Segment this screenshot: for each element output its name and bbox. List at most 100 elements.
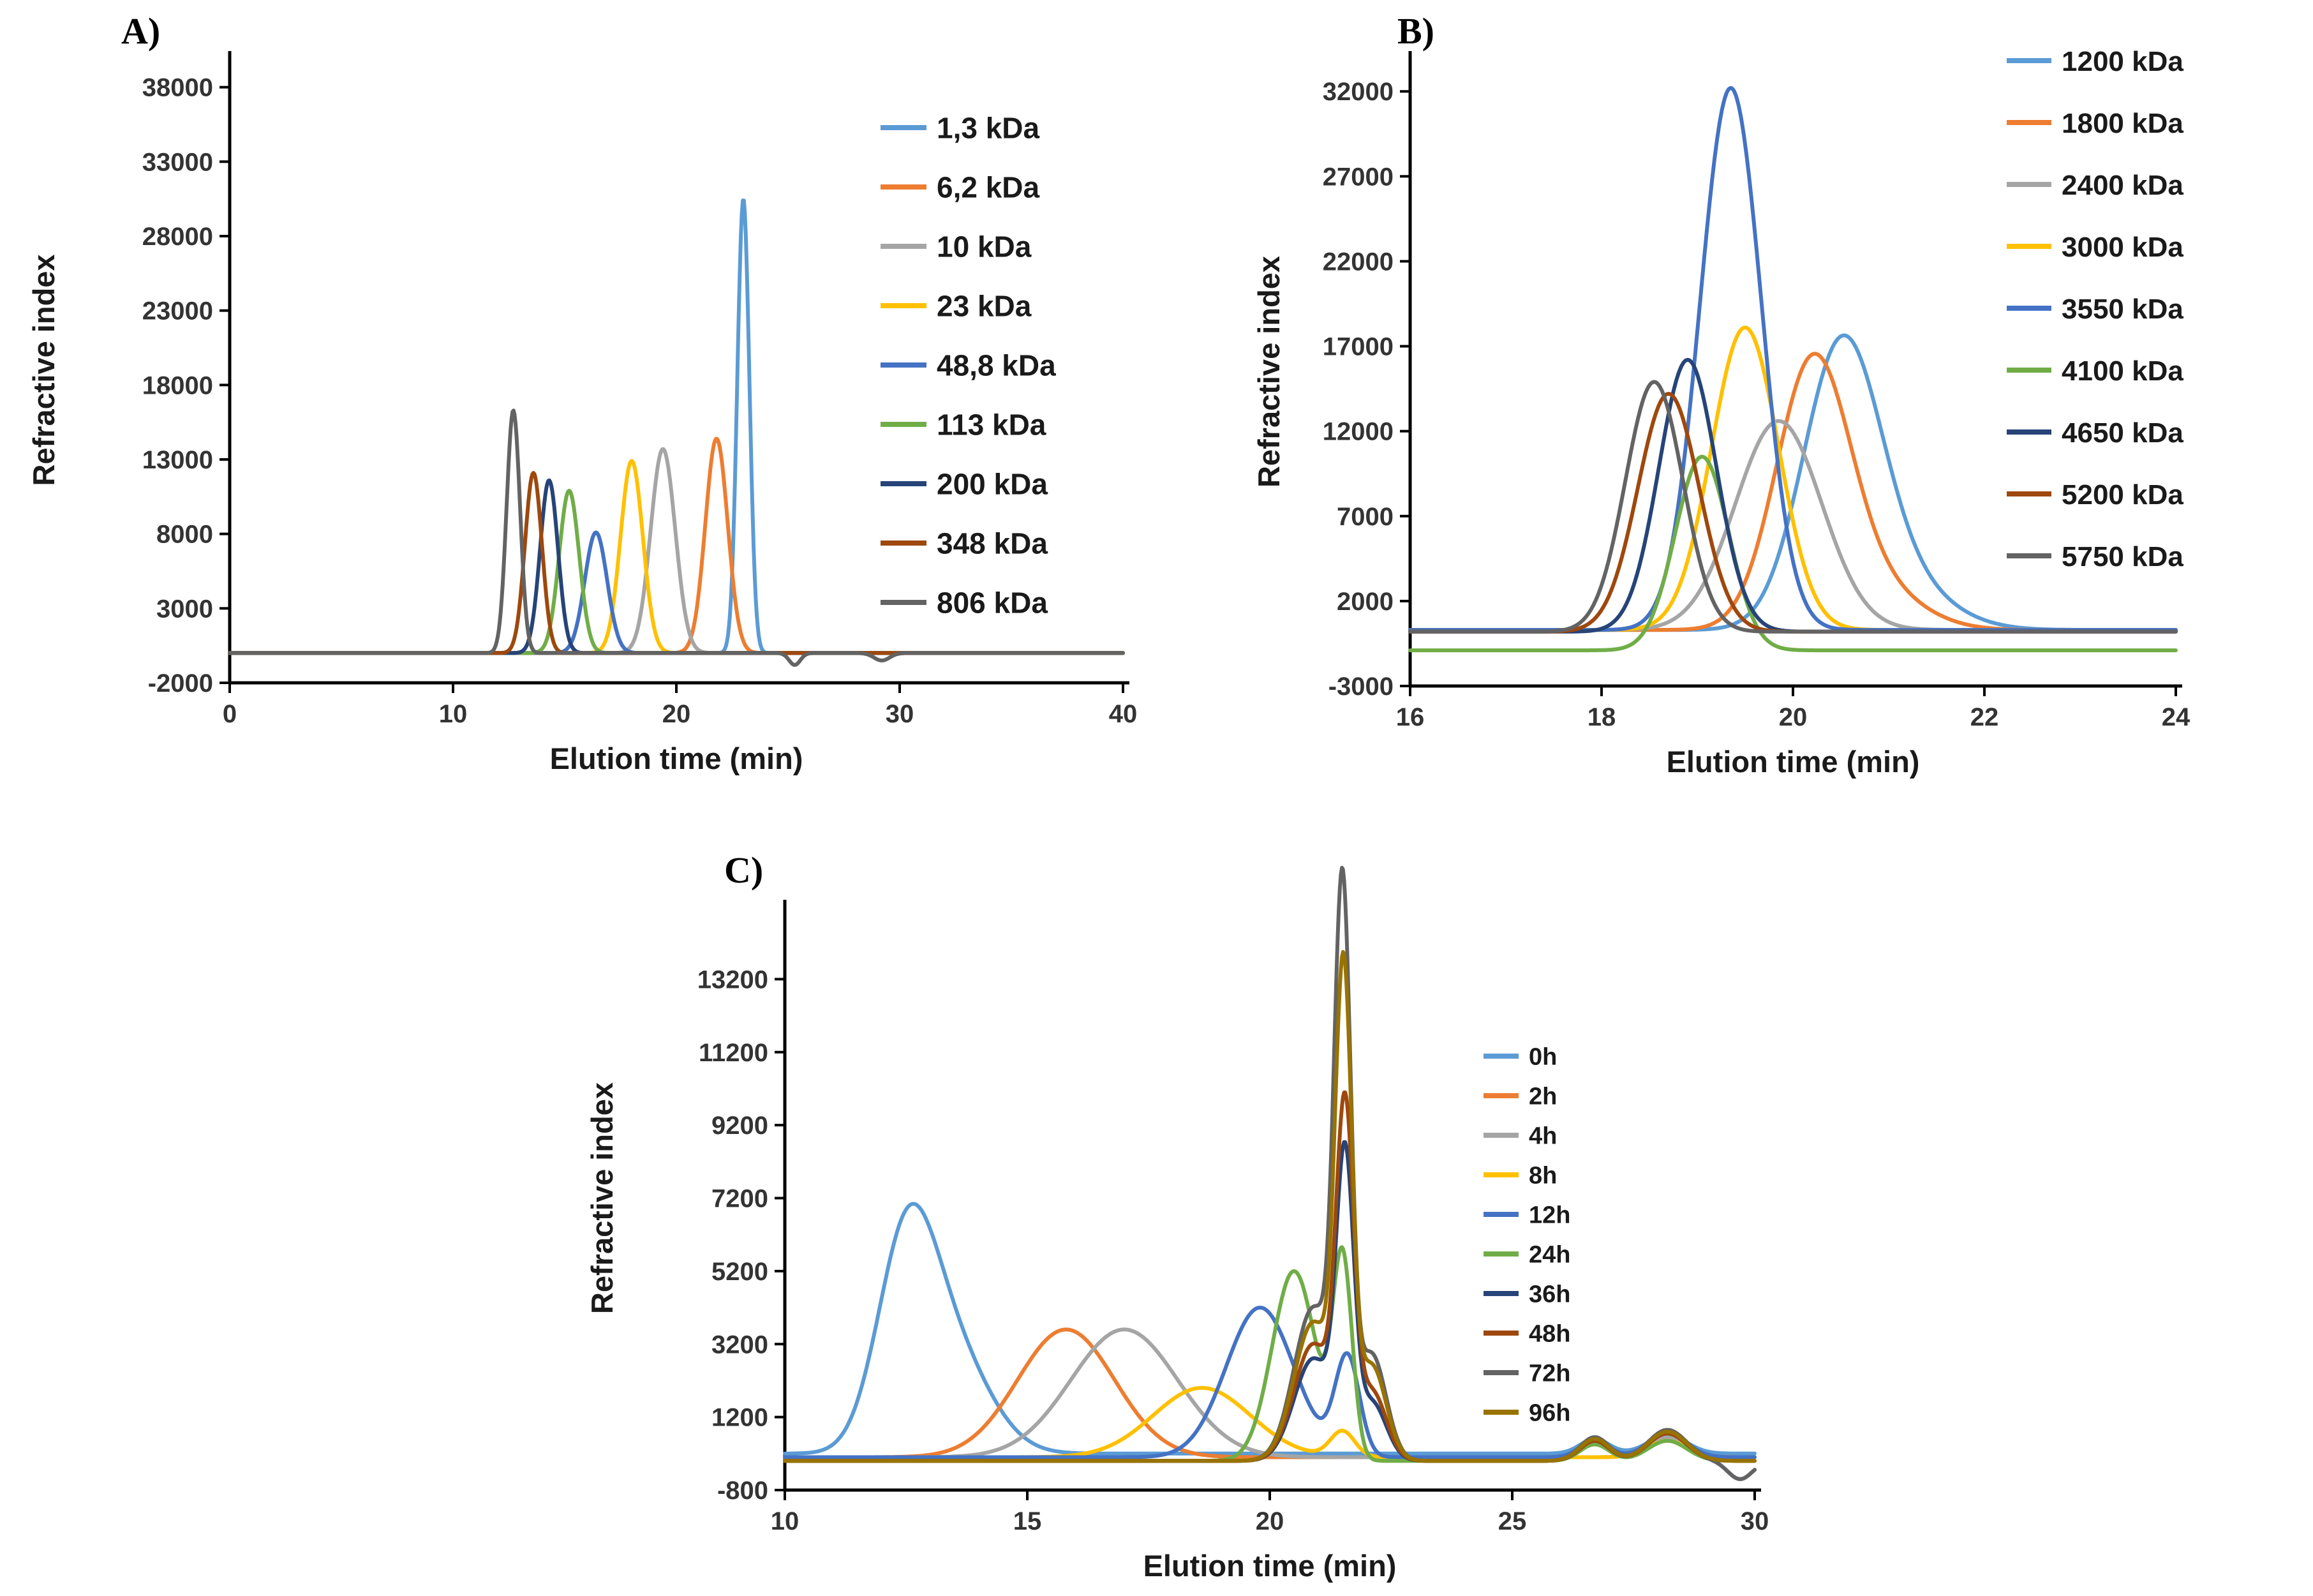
legend-item: 48h — [1484, 1321, 1570, 1348]
legend-label: 200 kDa — [937, 468, 1048, 501]
legend: 1200 kDa 1800 kDa 2400 kDa 3000 kDa 3550 kDa… — [2007, 46, 2183, 572]
y-tick-label: 7200 — [711, 1185, 768, 1213]
y-tick-label: 18000 — [142, 371, 213, 399]
series-line-1800-kda — [1408, 352, 2178, 632]
x-tick-label: 22 — [1970, 703, 1999, 731]
legend-item: 36h — [1484, 1281, 1570, 1308]
chart-b-plot: 32000 27000 22000 17000 12000 7000 2000 -300016… — [1252, 46, 2190, 779]
y-tick-label: 22000 — [1323, 248, 1394, 276]
x-tick-label: 30 — [886, 700, 914, 728]
legend-label: 72h — [1529, 1361, 1570, 1387]
legend-label: 5200 kDa — [2062, 479, 2183, 511]
legend-label: 4100 kDa — [2062, 355, 2183, 387]
series-line-0h — [783, 1202, 1757, 1456]
y-tick-label: 28000 — [142, 223, 213, 251]
panel-label-a: A) — [121, 10, 161, 52]
legend-item: 4h — [1484, 1123, 1557, 1150]
legend-item: 23 kDa — [881, 290, 1032, 323]
x-tick-label: 18 — [1588, 703, 1616, 731]
x-tick-label: 30 — [1741, 1507, 1769, 1535]
legend: 0h 2h 4h 8h 12h 24h 36h 48h 72h 96h — [1484, 1044, 1570, 1427]
legend-item: 1800 kDa — [2007, 108, 2183, 139]
y-tick-label: 27000 — [1323, 163, 1394, 191]
y-axis-title: Refractive index — [585, 1082, 619, 1314]
legend-item: 8h — [1484, 1163, 1557, 1190]
x-tick-label: 40 — [1109, 700, 1138, 728]
legend-label: 1,3 kDa — [937, 112, 1040, 145]
series-line-12h — [783, 1306, 1757, 1459]
series-group — [228, 198, 1125, 667]
y-tick-label: 38000 — [142, 74, 213, 102]
series-line-3000-kda — [1408, 325, 2178, 632]
x-tick-label: 20 — [662, 700, 691, 728]
legend-label: 1800 kDa — [2062, 108, 2183, 139]
y-tick-label: 13000 — [142, 446, 213, 474]
series-line-36h — [783, 1140, 1757, 1481]
legend-item: 113 kDa — [881, 408, 1046, 442]
series-line-200-kda — [228, 478, 1125, 655]
legend-item: 72h — [1484, 1361, 1570, 1387]
series-line-1200-kda — [1408, 333, 2178, 632]
legend-item: 4100 kDa — [2007, 355, 2183, 387]
legend-label: 2400 kDa — [2062, 170, 2183, 201]
legend-item: 1200 kDa — [2007, 46, 2183, 77]
series-line-3550-kda — [1408, 86, 2178, 632]
panel-label-b: B) — [1397, 10, 1434, 52]
y-tick-label: 3000 — [156, 595, 213, 623]
legend-label: 48,8 kDa — [937, 349, 1056, 382]
legend-item: 806 kDa — [881, 586, 1048, 620]
legend-label: 4h — [1529, 1123, 1557, 1150]
y-tick-label: 7000 — [1337, 503, 1394, 531]
x-axis-title: Elution time (min) — [1667, 745, 1920, 779]
legend-label: 36h — [1529, 1281, 1570, 1308]
chart-a-plot: 38000 33000 28000 23000 18000 13000 8000 3000 -2… — [27, 51, 1138, 775]
y-axis-title: Refractive index — [1252, 256, 1286, 488]
legend-label: 5750 kDa — [2062, 541, 2183, 572]
x-tick-label: 10 — [771, 1507, 800, 1535]
legend: 1,3 kDa 6,2 kDa 10 kDa 23 kDa 48,8 kDa 113 kD… — [881, 112, 1056, 620]
series-group — [1408, 86, 2178, 653]
y-tick-label: 8000 — [156, 521, 213, 549]
legend-item: 5200 kDa — [2007, 479, 2183, 511]
legend-label: 348 kDa — [937, 527, 1048, 560]
y-tick-label: 17000 — [1323, 333, 1394, 361]
x-axis-title: Elution time (min) — [1143, 1549, 1397, 1583]
legend-item: 6,2 kDa — [881, 171, 1040, 204]
y-tick-label: 11200 — [699, 1039, 768, 1067]
legend-label: 0h — [1529, 1044, 1557, 1071]
legend-item: 96h — [1484, 1400, 1570, 1427]
chart-panel-a: A) 38000 33000 28000 23000 18000 13000 8000 300… — [19, 10, 1161, 804]
legend-item: 3550 kDa — [2007, 294, 2183, 325]
legend-label: 113 kDa — [937, 408, 1046, 442]
series-line-4100-kda — [1408, 454, 2178, 653]
legend-label: 3550 kDa — [2062, 294, 2183, 325]
legend-label: 806 kDa — [937, 586, 1048, 620]
x-tick-label: 20 — [1256, 1507, 1284, 1535]
y-tick-label: 32000 — [1323, 78, 1394, 106]
legend-item: 1,3 kDa — [881, 112, 1040, 145]
legend-label: 12h — [1529, 1202, 1570, 1229]
legend-item: 24h — [1484, 1242, 1570, 1269]
legend-label: 1200 kDa — [2062, 46, 2183, 77]
legend-item: 4650 kDa — [2007, 417, 2183, 449]
y-tick-label: -2000 — [148, 669, 213, 697]
legend-item: 3000 kDa — [2007, 232, 2183, 263]
series-line-806-kda — [228, 408, 1125, 667]
legend-item: 0h — [1484, 1044, 1557, 1071]
x-tick-label: 0 — [223, 700, 237, 728]
x-axis-title: Elution time (min) — [550, 742, 803, 775]
legend-label: 6,2 kDa — [937, 171, 1040, 204]
y-tick-label: -800 — [717, 1477, 768, 1505]
y-axis-title: Refractive index — [27, 254, 61, 486]
x-tick-label: 24 — [2162, 703, 2190, 731]
chart-panel-b: B) 32000 27000 22000 17000 12000 7000 2000 -300… — [1251, 10, 2313, 814]
y-tick-label: 33000 — [142, 148, 213, 176]
x-tick-label: 10 — [439, 700, 468, 728]
legend-item: 48,8 kDa — [881, 349, 1056, 382]
panel-label-c: C) — [724, 849, 764, 891]
legend-label: 3000 kDa — [2062, 232, 2183, 263]
series-line-113-kda — [228, 489, 1125, 655]
y-tick-label: 13200 — [697, 966, 768, 994]
